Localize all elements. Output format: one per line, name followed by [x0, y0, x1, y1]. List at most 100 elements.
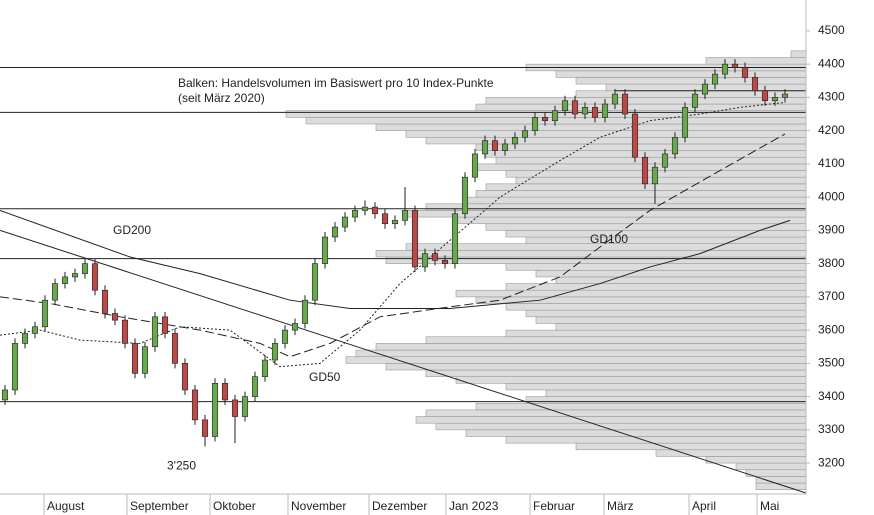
volume-bar — [555, 323, 807, 331]
candle-body — [181, 363, 189, 391]
candle-body — [341, 216, 349, 228]
volume-bar — [485, 150, 807, 158]
volume-bar — [575, 442, 807, 451]
candle-body — [731, 63, 739, 68]
candle-body — [581, 107, 589, 115]
candle-body — [331, 226, 339, 238]
candle-body — [681, 107, 689, 138]
candle-body — [651, 166, 659, 185]
candle-body — [81, 263, 89, 274]
volume-bar — [505, 382, 807, 391]
annotation: Balken: Handelsvolumen im Basiswert pro … — [178, 76, 494, 90]
candle-body — [11, 343, 19, 391]
y-tick-label: 3400 — [818, 389, 845, 403]
volume-bar — [755, 482, 807, 490]
candle-body — [591, 107, 599, 118]
y-tick-label: 4300 — [818, 90, 845, 104]
candle-body — [611, 93, 619, 105]
volume-bar — [525, 236, 807, 244]
volume-bar — [505, 283, 807, 291]
volume-bar — [425, 336, 807, 344]
volume-bar — [505, 230, 807, 238]
candle-body — [431, 253, 439, 261]
volume-bar — [475, 296, 807, 304]
volume-bar — [475, 190, 807, 198]
volume-bar — [555, 70, 807, 78]
candle-body — [471, 153, 479, 178]
candle-body — [21, 333, 29, 344]
x-tick-label: August — [47, 499, 85, 513]
x-tick-label: September — [130, 499, 189, 513]
candle-body — [41, 299, 49, 328]
candle-body — [251, 376, 259, 397]
candle-body — [231, 399, 239, 417]
volume-bar — [455, 289, 807, 298]
volume-bar — [455, 216, 807, 225]
x-tick-label: April — [692, 499, 716, 513]
y-tick-label: 4200 — [818, 123, 845, 137]
candle-body — [51, 283, 59, 301]
volume-bar — [465, 429, 807, 437]
candle-body — [161, 316, 169, 334]
candle-body — [371, 206, 379, 215]
volume-bar — [475, 103, 807, 112]
volume-bar — [525, 396, 807, 404]
y-tick-label: 3500 — [818, 356, 845, 370]
candle-body — [311, 263, 319, 301]
volume-bar — [285, 110, 807, 118]
candle-body — [141, 346, 149, 374]
candle-body — [771, 97, 779, 102]
candle-body — [461, 176, 469, 215]
y-tick-label: 3600 — [818, 322, 845, 336]
candle-body — [741, 67, 749, 78]
candle-body — [531, 117, 539, 131]
candle-body — [571, 100, 579, 115]
candle-body — [271, 343, 279, 361]
candle-body — [761, 90, 769, 102]
candle-body — [151, 316, 159, 348]
volume-bar — [465, 196, 807, 205]
annotation: (seit März 2020) — [178, 91, 265, 105]
candle-body — [201, 419, 209, 437]
candle-body — [391, 220, 399, 225]
volume-bar — [385, 256, 807, 264]
candle-body — [241, 396, 249, 417]
volume-bar — [485, 223, 807, 231]
y-tick-label: 3200 — [818, 455, 845, 469]
candle-body — [511, 136, 519, 145]
volume-bar — [705, 456, 807, 464]
volume-bar — [575, 77, 807, 85]
volume-bar — [505, 303, 807, 311]
volume-bar — [535, 316, 807, 324]
y-tick-label: 3300 — [818, 422, 845, 436]
y-tick-label: 4400 — [818, 56, 845, 70]
candle-body — [781, 93, 789, 98]
axis-bg — [806, 0, 874, 515]
volume-bar — [505, 436, 807, 444]
trendline — [0, 229, 807, 494]
volume-bar — [790, 50, 807, 58]
candle-body — [121, 319, 129, 344]
candle-body — [101, 289, 109, 314]
candle-body — [541, 117, 549, 121]
ma-label: GD50 — [309, 370, 341, 384]
candle-body — [71, 273, 79, 278]
candle-body — [751, 77, 759, 92]
x-tick-label: März — [607, 499, 634, 513]
volume-bar — [475, 402, 807, 411]
volume-bar — [375, 343, 807, 351]
candle-body — [261, 359, 269, 377]
candle-body — [411, 210, 419, 268]
candle-body — [501, 143, 509, 151]
ma-label: GD100 — [590, 232, 628, 246]
volume-bar — [755, 476, 807, 484]
volume-bar — [535, 269, 807, 278]
volume-bar — [355, 349, 807, 358]
candle-body — [721, 63, 729, 75]
volume-bar — [485, 97, 807, 105]
y-tick-label: 3800 — [818, 256, 845, 270]
candle-body — [421, 253, 429, 268]
x-tick-label: November — [291, 499, 346, 513]
volume-bar — [735, 462, 807, 471]
